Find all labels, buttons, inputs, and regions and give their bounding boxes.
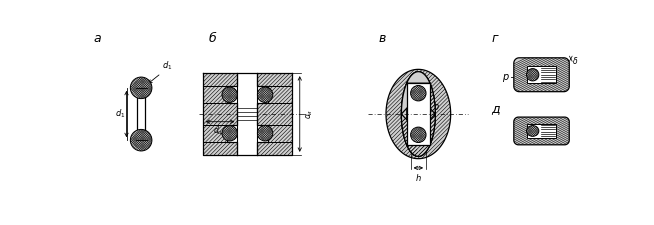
Polygon shape (268, 86, 292, 103)
Ellipse shape (526, 69, 539, 81)
Polygon shape (527, 66, 556, 83)
Text: $d_{и}$: $d_{и}$ (302, 109, 315, 119)
Text: $h$: $h$ (415, 172, 422, 183)
Text: $d_{шт}$: $d_{шт}$ (213, 125, 228, 137)
Ellipse shape (411, 86, 426, 101)
Polygon shape (402, 114, 436, 156)
Polygon shape (203, 73, 237, 86)
Polygon shape (386, 69, 451, 159)
Polygon shape (203, 86, 226, 103)
Polygon shape (203, 103, 237, 125)
Ellipse shape (258, 126, 273, 141)
Polygon shape (527, 124, 556, 138)
Text: $d_1$: $d_1$ (162, 60, 173, 72)
Text: д: д (492, 102, 500, 115)
Polygon shape (258, 142, 292, 155)
Polygon shape (258, 73, 292, 86)
Polygon shape (203, 125, 226, 142)
Polygon shape (402, 72, 419, 156)
Ellipse shape (222, 87, 237, 102)
Text: $\delta$: $\delta$ (572, 55, 579, 66)
Ellipse shape (258, 87, 273, 102)
Text: $p$: $p$ (432, 102, 440, 114)
Text: б: б (209, 32, 216, 45)
Polygon shape (237, 73, 258, 155)
Polygon shape (203, 142, 237, 155)
Ellipse shape (130, 129, 152, 151)
Ellipse shape (222, 126, 237, 141)
Polygon shape (514, 58, 569, 92)
Polygon shape (514, 117, 569, 145)
Polygon shape (407, 83, 430, 145)
Text: $p$: $p$ (502, 72, 510, 84)
Ellipse shape (130, 77, 152, 99)
Text: в: в (378, 32, 386, 45)
Ellipse shape (526, 126, 539, 136)
Text: $d_1$: $d_1$ (114, 108, 125, 120)
Ellipse shape (402, 72, 436, 156)
Polygon shape (268, 125, 292, 142)
Text: а: а (94, 32, 101, 45)
Polygon shape (419, 72, 436, 156)
Text: г: г (492, 32, 498, 45)
Ellipse shape (411, 127, 426, 142)
Polygon shape (258, 103, 292, 125)
Polygon shape (402, 72, 436, 114)
